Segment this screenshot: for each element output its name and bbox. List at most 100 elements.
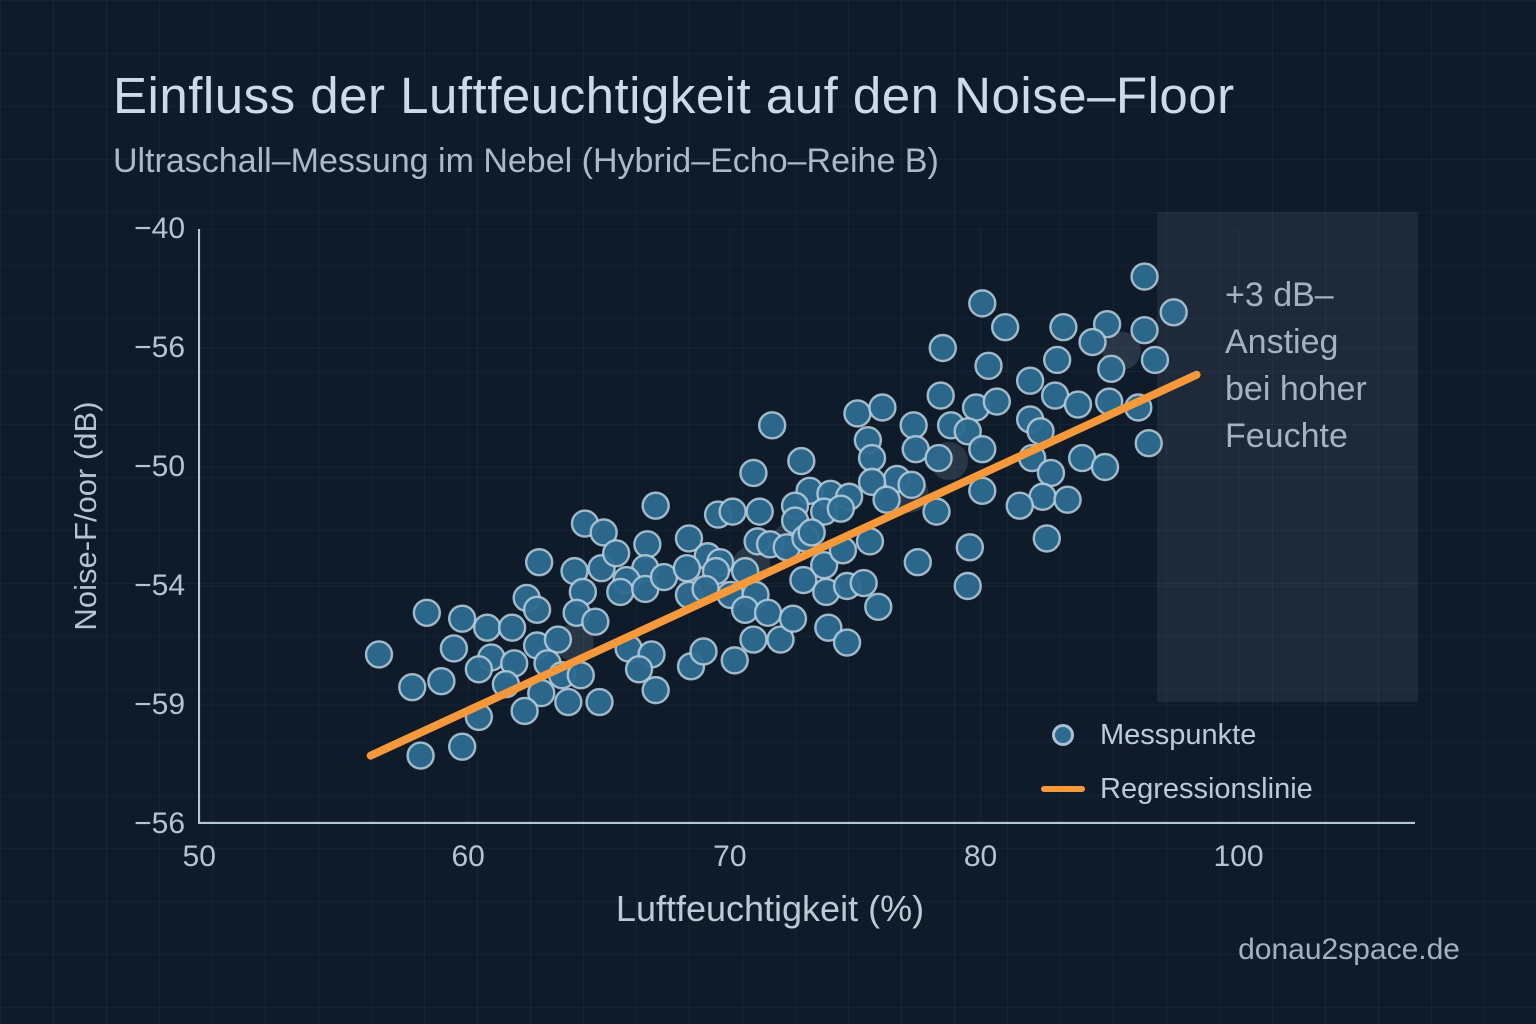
annotation-line: bei hoher (1225, 370, 1367, 408)
data-point (955, 533, 985, 562)
data-point (982, 387, 1012, 416)
data-point (897, 470, 926, 500)
data-point (601, 539, 631, 568)
data-point (1078, 327, 1107, 357)
data-point (1090, 452, 1120, 482)
data-point (543, 625, 573, 654)
data-point (990, 312, 1020, 342)
data-point (427, 667, 456, 696)
data-point (1063, 390, 1093, 419)
x-axis-label: Luftfeuchtigkeit (%) (615, 888, 925, 929)
data-point (849, 568, 878, 598)
data-point (832, 628, 862, 657)
data-point (864, 592, 893, 622)
x-tick-label: 70 (713, 840, 747, 873)
data-point (1140, 345, 1170, 375)
annotation-panel (1157, 212, 1418, 702)
data-point (1005, 491, 1034, 520)
data-point (868, 393, 897, 422)
data-point (926, 381, 955, 410)
legend-label-line: Regressionslinie (1100, 772, 1313, 805)
data-point (753, 598, 783, 627)
y-tick-label: −50 (134, 450, 185, 483)
annotation-line: Anstieg (1225, 323, 1339, 361)
data-point (1036, 458, 1066, 488)
data-point (672, 553, 702, 583)
data-point (1053, 485, 1082, 514)
data-point (814, 613, 843, 642)
data-point (406, 741, 435, 770)
y-axis-label: Noise-F/oor (dB) (68, 401, 103, 631)
data-point (510, 696, 539, 726)
data-point (624, 655, 654, 684)
data-point (398, 672, 427, 702)
scatter-marker-icon (1052, 724, 1074, 746)
annotation-line: Feuchte (1225, 417, 1348, 455)
data-point (953, 571, 982, 601)
data-point (974, 351, 1003, 381)
data-point (524, 548, 554, 577)
data-point (1032, 524, 1061, 553)
data-point (857, 443, 887, 473)
x-tick-label: 100 (1213, 840, 1264, 873)
data-point (797, 518, 826, 547)
data-point (928, 333, 957, 363)
annotation-text: +3 dB– Anstieg bei hoher Feuchte (1225, 272, 1367, 460)
data-point (1097, 354, 1126, 384)
data-point (1049, 312, 1078, 342)
regression-line (366, 370, 1201, 760)
data-point (585, 687, 614, 717)
data-point (718, 497, 747, 526)
chart-subtitle: Ultraschall–Messung im Nebel (Hybrid–Ech… (113, 142, 939, 180)
data-point (581, 607, 610, 636)
data-point (633, 530, 662, 559)
data-point (464, 655, 494, 684)
data-point (1015, 366, 1045, 395)
data-point (778, 604, 808, 633)
data-point (641, 675, 670, 705)
legend-swatch (1040, 786, 1086, 792)
data-point (789, 565, 818, 595)
annotation-line: +3 dB– (1225, 276, 1334, 314)
chart-title: Einfluss der Luftfeuchtigkeit auf den No… (113, 67, 1235, 124)
scatter-plot (198, 229, 1415, 824)
data-point (1042, 345, 1072, 375)
y-tick-label: −40 (134, 212, 185, 245)
data-point (720, 646, 749, 675)
data-point (439, 634, 469, 663)
legend-row-line: Regressionslinie (1040, 762, 1313, 816)
data-point (412, 598, 442, 627)
data-point (745, 497, 774, 526)
data-point (448, 604, 477, 633)
x-tick-label: 50 (182, 840, 216, 873)
data-point (641, 491, 670, 520)
data-point (903, 548, 932, 577)
data-point (522, 595, 552, 624)
data-point (1134, 428, 1163, 458)
data-point (872, 485, 901, 514)
legend-label-points: Messpunkte (1100, 718, 1257, 751)
data-point (589, 518, 618, 547)
data-point (899, 411, 928, 440)
regression-line-icon (1041, 786, 1085, 792)
y-tick-label: −56 (134, 807, 185, 840)
data-point (364, 640, 394, 669)
x-tick-label: 80 (963, 840, 998, 873)
data-point (1130, 315, 1159, 345)
data-point (968, 434, 997, 464)
y-tick-label: −56 (134, 331, 185, 364)
legend: Messpunkte Regressionslinie (1040, 708, 1313, 816)
data-point (606, 577, 635, 607)
data-point (766, 625, 795, 654)
data-point (674, 524, 704, 553)
y-tick-label: −54 (134, 569, 185, 602)
data-point (554, 687, 583, 717)
data-point (1130, 262, 1159, 291)
y-tick-label: −59 (134, 688, 185, 721)
data-point (472, 613, 502, 642)
data-point (787, 446, 816, 476)
data-point (739, 458, 768, 488)
data-point (968, 289, 997, 318)
watermark: donau2space.de (1238, 933, 1460, 966)
